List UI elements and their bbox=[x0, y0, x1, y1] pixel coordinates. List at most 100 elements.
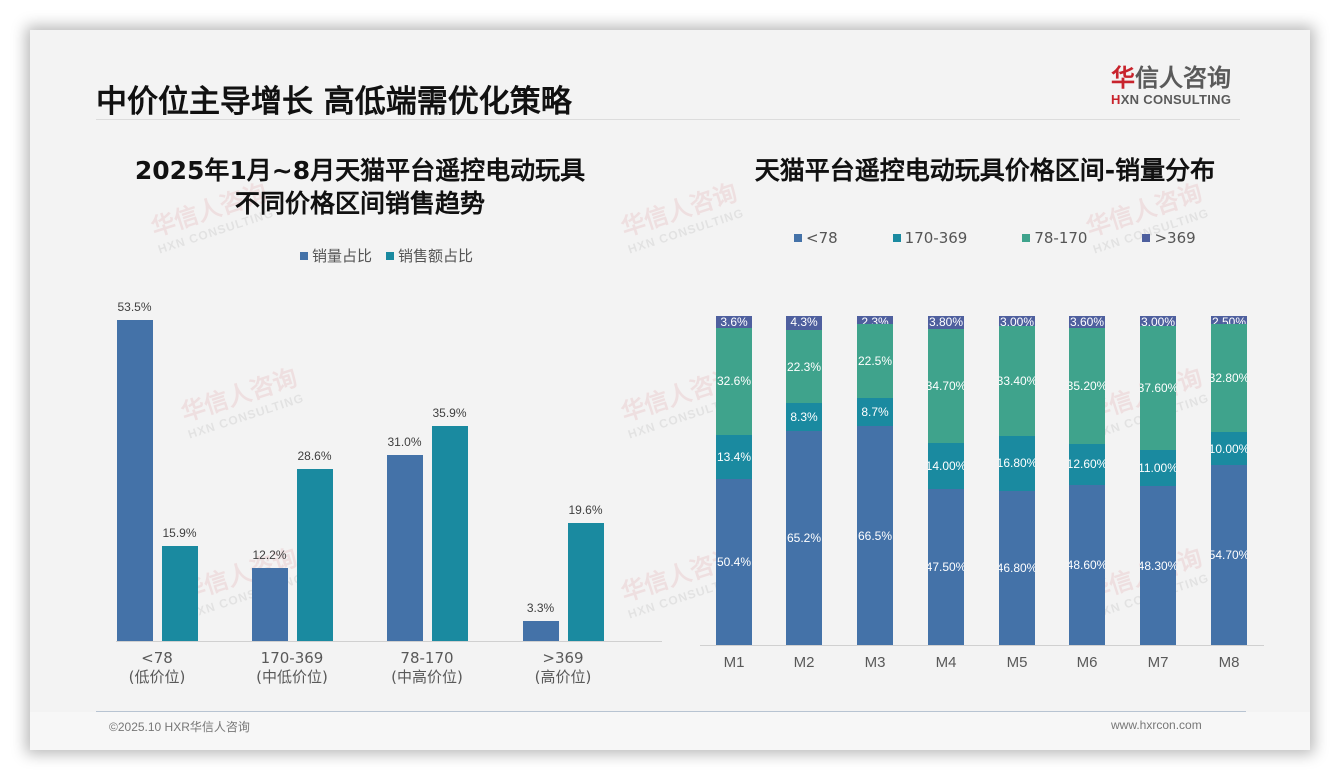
slide: 中价位主导增长 高低端需优化策略 华信人咨询 HXN CONSULTING 华信… bbox=[30, 30, 1310, 750]
legend-swatch-170-369 bbox=[892, 234, 901, 242]
category-range: >369 bbox=[542, 649, 584, 667]
right-chart-legend: <78 170-369 78-170 >369 bbox=[794, 229, 1196, 247]
legend-item-170-369: 170-369 bbox=[892, 229, 968, 247]
segment-lt78: 66.5% bbox=[857, 426, 893, 645]
footer-copyright: ©2025.10 HXR华信人咨询 bbox=[109, 720, 250, 734]
watermark-en: HXN CONSULTING bbox=[626, 205, 746, 257]
segment-r170_369: 10.00% bbox=[1211, 432, 1247, 466]
right-chart-title: 天猫平台遥控电动玩具价格区间-销量分布 bbox=[754, 156, 1216, 185]
left-chart-title-line2: 不同价格区间销售趋势 bbox=[234, 189, 485, 218]
bar-value-label: 31.0% bbox=[387, 435, 422, 449]
bar-volume-3 bbox=[522, 621, 559, 641]
category-range: 78-170 bbox=[400, 649, 454, 667]
logo-en-prefix: H bbox=[1111, 92, 1121, 107]
footer-divider bbox=[96, 711, 1246, 712]
legend-item-sales: 销售额占比 bbox=[386, 245, 473, 266]
category-tier: (中高价位) bbox=[391, 668, 463, 686]
month-label: M6 bbox=[1076, 654, 1098, 671]
bar-sales-0 bbox=[161, 545, 198, 641]
segment-lt78: 48.30% bbox=[1140, 486, 1176, 645]
month-label: M2 bbox=[793, 654, 815, 671]
segment-lt78: 48.60% bbox=[1069, 485, 1105, 645]
stacked-bar-M3: 66.5% 8.7% 22.5% 2.3% bbox=[857, 316, 893, 645]
legend-label: >369 bbox=[1154, 229, 1196, 247]
segment-lt78: 54.70% bbox=[1211, 465, 1247, 645]
segment-r170_369: 8.7% bbox=[857, 397, 893, 427]
segment-r78_170: 33.40% bbox=[999, 325, 1035, 436]
bar-value-label: 28.6% bbox=[297, 449, 332, 464]
category-range: <78 bbox=[141, 649, 173, 667]
bar-value-label: 3.3% bbox=[526, 601, 555, 616]
legend-label: 销量占比 bbox=[312, 247, 373, 265]
legend-item-78-170: 78-170 bbox=[1022, 229, 1087, 247]
segment-r78_170: 22.5% bbox=[857, 323, 893, 398]
legend-label: 170-369 bbox=[904, 229, 968, 247]
segment-gt369: 3.60% bbox=[1069, 316, 1105, 328]
legend-swatch-volume bbox=[300, 251, 308, 260]
legend-swatch-lt78 bbox=[794, 234, 802, 242]
month-label: M5 bbox=[1006, 654, 1028, 671]
segment-lt78: 50.4% bbox=[716, 479, 752, 645]
logo-en: HXN CONSULTING bbox=[1111, 92, 1241, 108]
stacked-bar-M4: 47.50% 14.00% 34.70% 3.80% bbox=[928, 316, 964, 645]
bar-value-label: 35.9% bbox=[432, 405, 467, 420]
stacked-bar-M7: 48.30% 11.00% 37.60% 3.00% bbox=[1140, 316, 1176, 645]
left-chart-title-line1: 2025年1月~8月天猫平台遥控电动玩具 bbox=[134, 156, 586, 185]
legend-label: <78 bbox=[806, 229, 838, 247]
stacked-bar-M8: 54.70% 10.00% 32.80% 2.50% bbox=[1211, 316, 1247, 645]
category-tier: (低价位) bbox=[128, 668, 186, 686]
segment-r170_369: 12.60% bbox=[1069, 443, 1105, 486]
month-label: M3 bbox=[864, 654, 886, 671]
segment-gt369: 3.6% bbox=[716, 316, 752, 328]
logo-cn: 华信人咨询 bbox=[1111, 64, 1241, 92]
legend-swatch-sales bbox=[386, 251, 395, 260]
month-label: M8 bbox=[1218, 654, 1240, 671]
segment-r78_170: 22.3% bbox=[786, 330, 822, 404]
category-tier: (中低价位) bbox=[256, 668, 328, 686]
bar-sales-1 bbox=[296, 469, 333, 641]
bar-sales-2 bbox=[431, 425, 468, 641]
segment-gt369: 3.00% bbox=[999, 316, 1035, 326]
segment-gt369: 3.80% bbox=[928, 316, 964, 329]
segment-r170_369: 8.3% bbox=[786, 403, 822, 431]
stacked-bar-M6: 48.60% 12.60% 35.20% 3.60% bbox=[1069, 316, 1105, 645]
segment-r170_369: 14.00% bbox=[928, 442, 964, 489]
segment-gt369: 2.50% bbox=[1211, 316, 1247, 325]
segment-gt369: 4.3% bbox=[786, 316, 822, 331]
bar-value-label: 53.5% bbox=[117, 300, 152, 314]
legend-swatch-gt369 bbox=[1142, 234, 1151, 242]
bar-volume-0 bbox=[116, 320, 153, 641]
month-label: M1 bbox=[723, 654, 745, 671]
category-label: >369 (高价位) bbox=[503, 649, 623, 687]
watermark-en: HXN CONSULTING bbox=[186, 570, 306, 622]
page-title: 中价位主导增长 高低端需优化策略 bbox=[96, 84, 572, 120]
segment-lt78: 46.80% bbox=[999, 491, 1035, 645]
segment-lt78: 47.50% bbox=[928, 488, 964, 645]
bar-value-label: 15.9% bbox=[162, 525, 197, 540]
watermark-en: HXN CONSULTING bbox=[186, 390, 306, 442]
bar-value-label: 19.6% bbox=[568, 503, 603, 518]
segment-r170_369: 11.00% bbox=[1140, 449, 1176, 487]
category-label: 170-369 (中低价位) bbox=[232, 649, 352, 687]
category-range: 170-369 bbox=[260, 649, 324, 667]
logo-en-rest: XN CONSULTING bbox=[1120, 92, 1232, 107]
watermark-cn: 华信人咨询 bbox=[177, 363, 301, 428]
logo-cn-first: 华 bbox=[1111, 64, 1135, 92]
segment-lt78: 65.2% bbox=[786, 430, 822, 645]
segment-r78_170: 35.20% bbox=[1069, 327, 1105, 444]
segment-r78_170: 37.60% bbox=[1140, 326, 1176, 450]
right-chart-x-axis bbox=[700, 645, 1264, 646]
stacked-bar-M5: 46.80% 16.80% 33.40% 3.00% bbox=[999, 316, 1035, 645]
month-label: M4 bbox=[935, 654, 957, 671]
segment-r170_369: 13.4% bbox=[716, 435, 752, 480]
legend-item-lt78: <78 bbox=[794, 229, 838, 247]
title-divider bbox=[96, 119, 1240, 120]
segment-gt369: 2.3% bbox=[857, 316, 893, 324]
bar-value-label: 12.2% bbox=[252, 547, 287, 562]
bar-sales-3 bbox=[567, 523, 604, 641]
stacked-bar-M1: 50.4% 13.4% 32.6% 3.6% bbox=[716, 316, 752, 645]
brand-logo: 华信人咨询 HXN CONSULTING bbox=[1111, 64, 1241, 108]
left-chart-legend: 销量占比 销售额占比 bbox=[300, 245, 473, 266]
segment-gt369: 3.00% bbox=[1140, 316, 1176, 327]
month-label: M7 bbox=[1147, 654, 1169, 671]
